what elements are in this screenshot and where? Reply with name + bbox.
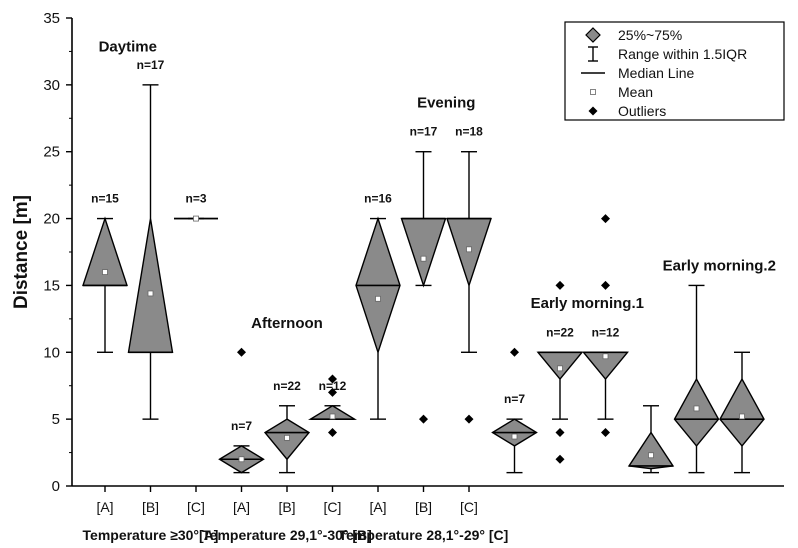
x-group-label: Temperature 29,1°-30° [B] <box>202 527 372 543</box>
legend-label: 25%~75% <box>618 27 682 43</box>
outlier-marker <box>601 214 610 224</box>
period-label: Evening <box>417 95 475 112</box>
x-category-label: [C] <box>460 499 478 515</box>
iqr-box <box>400 217 447 288</box>
mean-marker <box>739 413 745 420</box>
period-label: Early morning.2 <box>663 258 776 275</box>
mean-marker <box>329 413 336 420</box>
period-label: Early morning.1 <box>531 295 644 312</box>
outlier-marker <box>601 428 610 438</box>
outlier-marker <box>555 428 565 438</box>
outlier-marker <box>328 374 337 384</box>
x-category-label: [A] <box>233 499 250 515</box>
sample-size-label: n=18 <box>455 125 483 139</box>
sample-size-label: n=17 <box>410 125 438 139</box>
mean-marker <box>284 434 290 441</box>
legend-swatch-outlier <box>588 106 598 116</box>
y-tick-label: 0 <box>52 478 60 495</box>
mean-marker <box>147 290 154 297</box>
sample-size-label: n=22 <box>273 379 301 393</box>
y-tick-label: 30 <box>43 77 60 94</box>
y-tick-label: 10 <box>43 344 60 361</box>
y-tick-label: 25 <box>43 144 60 161</box>
outlier-marker <box>555 454 565 464</box>
mean-marker <box>693 405 700 412</box>
y-tick-label: 5 <box>52 411 60 428</box>
legend-label: Outliers <box>618 103 666 119</box>
sample-size-label: n=22 <box>546 325 574 339</box>
outlier-marker <box>601 280 610 290</box>
sample-size-label: n=12 <box>319 379 347 393</box>
iqr-box <box>627 431 675 470</box>
mean-marker <box>193 215 199 222</box>
iqr-box <box>127 218 174 353</box>
sample-size-label: n=3 <box>185 192 206 206</box>
legend-swatch-iqr <box>585 27 601 43</box>
outlier-marker <box>419 414 428 424</box>
mean-marker <box>420 255 427 262</box>
legend-swatch-mean <box>590 89 596 95</box>
x-group-label: Temperature ≥30°[A] <box>83 527 219 543</box>
sample-size-label: n=12 <box>592 325 620 339</box>
outlier-marker <box>510 347 519 357</box>
y-tick-label: 20 <box>43 211 60 228</box>
x-category-label: [C] <box>324 499 342 515</box>
sample-size-label: n=7 <box>231 419 252 433</box>
sample-size-label: n=16 <box>364 192 392 206</box>
x-category-label: [B] <box>415 499 432 515</box>
outlier-marker <box>328 428 337 438</box>
y-axis-title: Distance [m] <box>11 195 32 309</box>
mean-marker <box>238 456 245 463</box>
outlier-marker <box>555 280 565 290</box>
x-category-label: [C] <box>187 499 205 515</box>
iqr-box <box>82 216 128 287</box>
legend-box <box>564 21 785 121</box>
period-label: Afternoon <box>251 315 323 332</box>
mean-marker <box>466 246 472 253</box>
legend-label: Median Line <box>618 65 694 81</box>
y-tick-label: 15 <box>43 277 60 294</box>
sample-size-label: n=15 <box>91 192 119 206</box>
mean-marker <box>511 433 518 440</box>
x-category-label: [B] <box>278 499 295 515</box>
mean-marker <box>375 295 381 302</box>
sample-size-label: n=7 <box>504 392 525 406</box>
mean-marker <box>602 353 609 360</box>
mean-marker <box>648 452 654 459</box>
iqr-box <box>719 377 765 447</box>
outlier-marker <box>237 347 246 357</box>
period-label: Daytime <box>99 38 157 55</box>
x-category-label: [B] <box>142 499 159 515</box>
legend-label: Range within 1.5IQR <box>618 46 747 62</box>
x-group-label: Temperature 28,1°-29° [C] <box>339 527 509 543</box>
outlier-marker <box>464 414 474 424</box>
iqr-box <box>673 377 720 447</box>
x-category-label: [A] <box>369 499 386 515</box>
outlier-marker <box>328 387 337 397</box>
legend-label: Mean <box>618 84 653 100</box>
x-category-label: [A] <box>96 499 113 515</box>
y-tick-label: 35 <box>43 10 60 27</box>
sample-size-label: n=17 <box>137 58 165 72</box>
mean-marker <box>102 269 108 275</box>
mean-marker <box>557 365 563 372</box>
